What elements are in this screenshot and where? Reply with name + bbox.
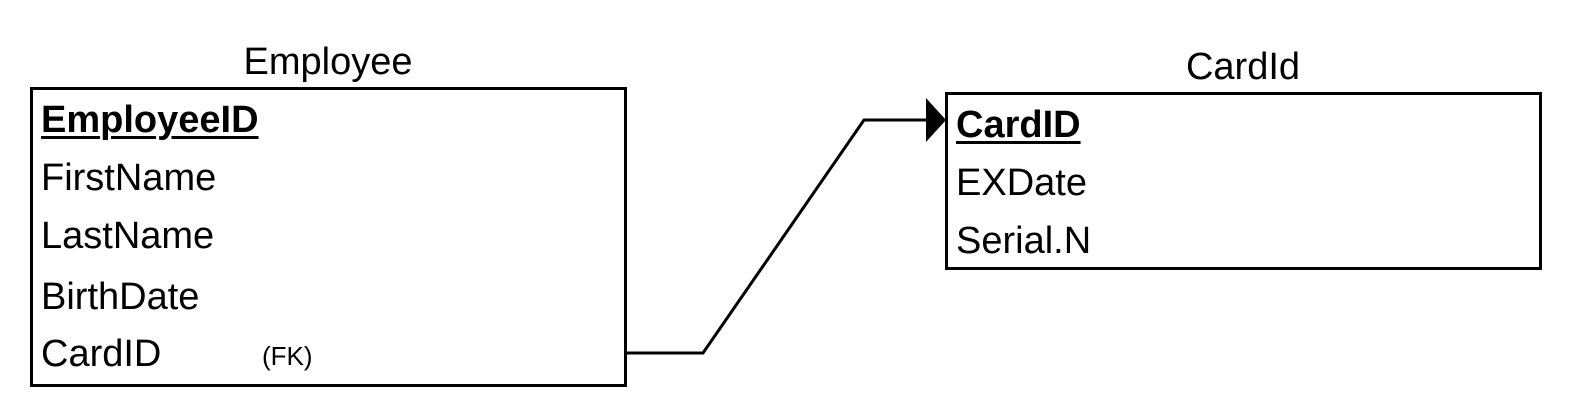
- foreign-key-tag: (FK): [262, 341, 313, 371]
- card-entity-title: CardId: [1185, 46, 1301, 88]
- employee-entity-box: EmployeeID FirstName LastName BirthDate …: [30, 87, 627, 387]
- employee-field-cardid: CardID: [41, 333, 162, 375]
- employee-field-lastname: LastName: [41, 215, 215, 257]
- employee-field-employeeid: EmployeeID: [41, 99, 259, 141]
- relationship-line: [627, 118, 926, 355]
- relationship-arrowhead-icon: [926, 98, 946, 142]
- card-entity-box: CardID EXDate Serial.N: [945, 92, 1542, 270]
- card-field-cardid: CardID: [956, 104, 1081, 146]
- card-field-serial-n: Serial.N: [956, 220, 1092, 262]
- card-field-exdate: EXDate: [956, 162, 1087, 204]
- employee-entity-title: Employee: [243, 41, 413, 83]
- employee-field-birthdate: BirthDate: [41, 276, 200, 318]
- employee-field-firstname: FirstName: [41, 157, 217, 199]
